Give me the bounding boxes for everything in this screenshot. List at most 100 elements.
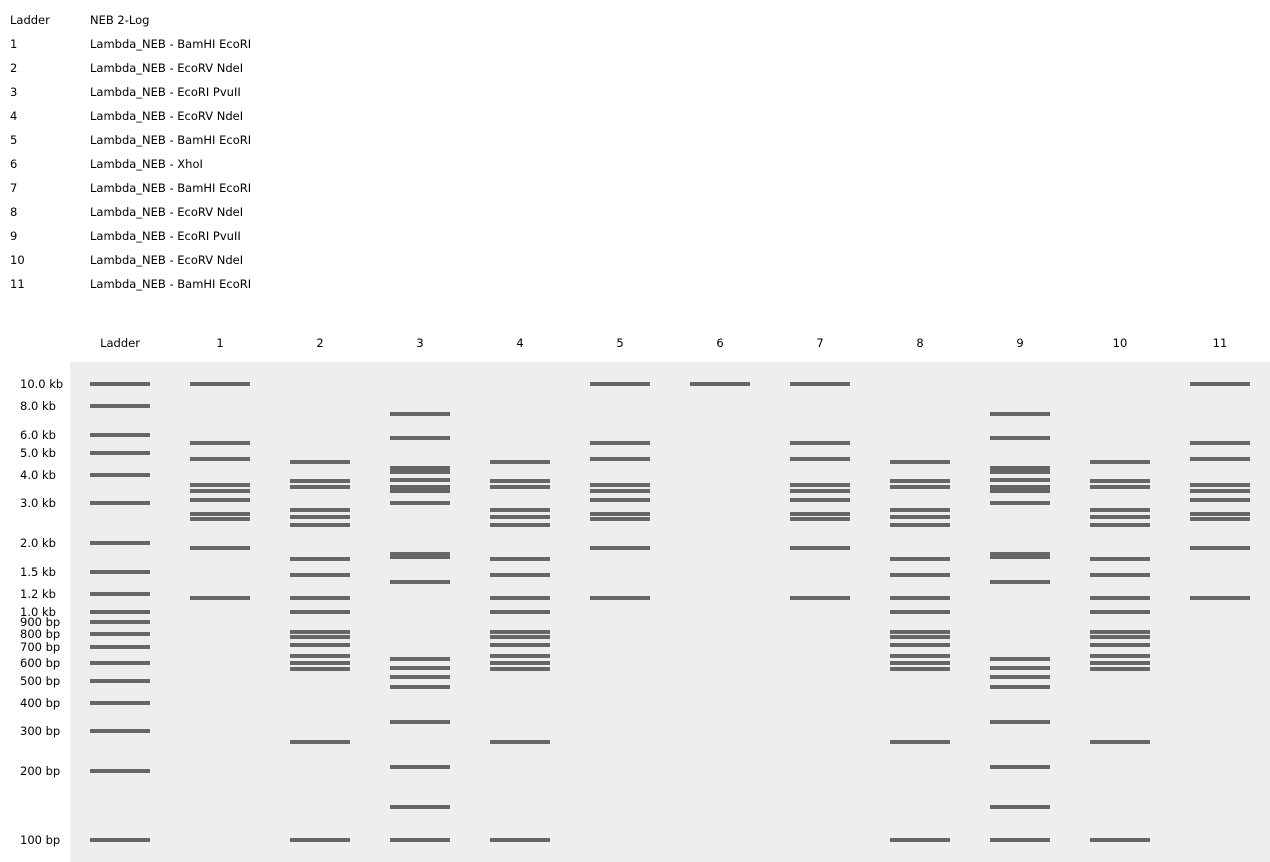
band	[490, 654, 550, 659]
band	[790, 441, 850, 446]
band	[1090, 479, 1150, 484]
band	[990, 838, 1050, 842]
lane-header: Ladder	[100, 336, 140, 350]
band	[790, 596, 850, 601]
band	[790, 382, 850, 386]
band	[990, 580, 1050, 585]
band	[890, 479, 950, 484]
legend-lane-id: 6	[10, 157, 18, 171]
band	[1190, 456, 1250, 461]
band	[990, 477, 1050, 482]
band	[490, 634, 550, 639]
band	[490, 596, 550, 601]
band	[90, 432, 150, 437]
band	[890, 484, 950, 489]
band	[490, 667, 550, 672]
band	[90, 620, 150, 625]
band	[1190, 546, 1250, 551]
band	[490, 508, 550, 513]
band	[390, 484, 450, 489]
band	[990, 411, 1050, 416]
band	[1090, 667, 1150, 672]
band	[390, 838, 450, 842]
band	[90, 472, 150, 477]
band	[90, 838, 150, 842]
legend-lane-id: 11	[10, 277, 25, 291]
legend-row: 6 Lambda_NEB - XhoI	[0, 152, 1270, 176]
band	[1190, 483, 1250, 488]
band	[390, 674, 450, 679]
band	[990, 804, 1050, 809]
band	[1090, 629, 1150, 634]
band	[90, 569, 150, 574]
band	[590, 483, 650, 488]
band	[290, 660, 350, 665]
band	[890, 515, 950, 520]
band	[290, 523, 350, 528]
band	[90, 769, 150, 774]
band	[990, 484, 1050, 489]
size-label: 300 bp	[20, 724, 61, 739]
band	[1090, 573, 1150, 578]
size-label: 700 bp	[20, 640, 61, 655]
band	[490, 642, 550, 647]
lane-header: 11	[1212, 336, 1228, 350]
size-label: 400 bp	[20, 695, 61, 710]
band	[790, 511, 850, 516]
band	[390, 551, 450, 556]
band	[1190, 497, 1250, 502]
legend-lane-description: Lambda_NEB - EcoRV NdeI	[90, 109, 244, 123]
band	[590, 456, 650, 461]
band	[90, 591, 150, 596]
band	[90, 404, 150, 409]
legend-row: 8 Lambda_NEB - EcoRV NdeI	[0, 200, 1270, 224]
band	[690, 382, 750, 386]
band	[1090, 523, 1150, 528]
band	[490, 660, 550, 665]
band	[290, 634, 350, 639]
band	[1090, 459, 1150, 464]
lane-header: 9	[1016, 336, 1024, 350]
band	[90, 729, 150, 734]
size-label: 10.0 kb	[20, 377, 64, 391]
band	[590, 517, 650, 522]
legend-lane-description: Lambda_NEB - BamHI EcoRI	[90, 277, 252, 291]
band	[390, 684, 450, 689]
band	[890, 523, 950, 528]
band	[190, 441, 250, 446]
band	[890, 654, 950, 659]
band	[990, 435, 1050, 440]
band	[90, 678, 150, 683]
band	[90, 450, 150, 455]
band	[390, 488, 450, 493]
lane-header: 6	[716, 336, 724, 350]
band	[490, 459, 550, 464]
band	[990, 554, 1050, 559]
band	[790, 517, 850, 522]
band	[890, 642, 950, 647]
legend-lane-description: Lambda_NEB - BamHI EcoRI	[90, 37, 252, 51]
size-label: 800 bp	[20, 627, 61, 642]
band	[590, 441, 650, 446]
legend-lane-id: 7	[10, 181, 18, 195]
band	[990, 719, 1050, 724]
band	[390, 501, 450, 506]
legend-lane-description: Lambda_NEB - EcoRI PvuII	[90, 229, 241, 243]
band	[390, 665, 450, 670]
legend-row: 2 Lambda_NEB - EcoRV NdeI	[0, 56, 1270, 80]
lane-header: 4	[516, 336, 524, 350]
band	[390, 470, 450, 475]
band	[890, 610, 950, 614]
band	[490, 479, 550, 484]
size-label: 600 bp	[20, 655, 61, 670]
band	[190, 488, 250, 493]
size-label: 8.0 kb	[20, 399, 56, 414]
band	[890, 739, 950, 744]
band	[590, 511, 650, 516]
size-label: 6.0 kb	[20, 427, 56, 442]
legend-lane-id: 1	[10, 37, 18, 51]
band	[290, 573, 350, 578]
legend-row: 5 Lambda_NEB - BamHI EcoRI	[0, 128, 1270, 152]
band	[990, 674, 1050, 679]
band	[290, 484, 350, 489]
